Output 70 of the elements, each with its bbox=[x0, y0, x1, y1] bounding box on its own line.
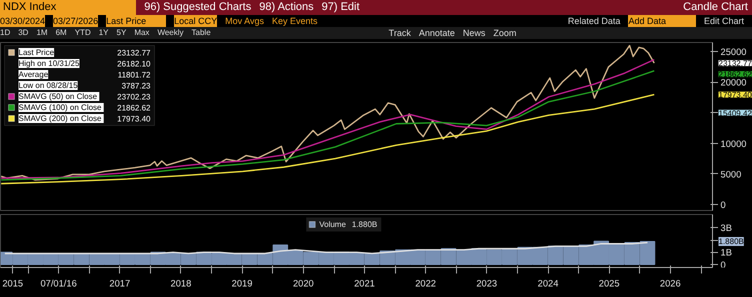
text: Edit Chart bbox=[704, 14, 744, 28]
x-tick-label: 2015 bbox=[2, 278, 24, 288]
text: 23132.77 bbox=[718, 59, 752, 68]
text: Add Data bbox=[628, 14, 696, 28]
text: 17973.40 bbox=[718, 90, 752, 100]
text: 5Y bbox=[116, 27, 126, 39]
text: Local CCY bbox=[174, 14, 218, 28]
x-tick-label: 2017 bbox=[109, 278, 130, 288]
text: 1D bbox=[0, 27, 10, 39]
text: 3D bbox=[18, 27, 28, 39]
annotation: 11801.72 bbox=[118, 70, 152, 80]
x-tick-label: 2023 bbox=[476, 278, 498, 288]
text: Zoom bbox=[493, 26, 516, 40]
legend-label: SMAVG (200) on Close bbox=[18, 114, 102, 123]
annotation: 1.880B bbox=[352, 220, 378, 229]
x-tick-label: 2018 bbox=[170, 278, 192, 288]
text: Last Price bbox=[106, 14, 166, 28]
y-tick-label: 10000 bbox=[720, 138, 746, 149]
text: 98) Actions bbox=[259, 0, 314, 15]
text: 6M bbox=[56, 27, 67, 39]
annotation: 23702.23 bbox=[117, 92, 152, 102]
text: 1M bbox=[36, 27, 48, 39]
x-tick-label: 2020 bbox=[292, 278, 314, 288]
annotation: Low on 08/28/15 bbox=[18, 81, 78, 90]
annotation: 17973.40 bbox=[117, 114, 152, 124]
text: Max bbox=[134, 27, 150, 39]
y-tick-label: 1B bbox=[720, 247, 732, 258]
x-tick-label: 2025 bbox=[598, 278, 620, 288]
text: NDX Index bbox=[0, 0, 136, 16]
text: 1.880B bbox=[718, 237, 744, 246]
y-tick-label: 0 bbox=[720, 200, 726, 210]
text: Related Data bbox=[568, 14, 620, 28]
text: Mov Avgs bbox=[225, 14, 264, 28]
line-series bbox=[0, 94, 655, 184]
x-tick-label: 2022 bbox=[415, 278, 436, 288]
annotation: Average bbox=[18, 70, 49, 79]
text: 03/27/2026 bbox=[53, 14, 98, 28]
legend-label: Last Price bbox=[18, 48, 55, 57]
y-tick-label: 5000 bbox=[720, 169, 742, 180]
text: Candle Chart bbox=[683, 0, 748, 15]
x-tick-label: 2026 bbox=[660, 278, 681, 288]
text: 15409.42 bbox=[718, 108, 752, 118]
x-tick-label: 07/01/16 bbox=[40, 278, 77, 288]
text: Key Events bbox=[272, 14, 318, 28]
text: YTD bbox=[74, 27, 91, 39]
text: 1Y bbox=[98, 27, 109, 39]
text: Annotate bbox=[418, 26, 455, 40]
text: 97) Edit bbox=[322, 0, 360, 15]
annotation: 21862.62 bbox=[117, 104, 152, 112]
x-tick-label: 2019 bbox=[232, 278, 252, 288]
annotation: 23132.77 bbox=[117, 48, 152, 58]
text: Track bbox=[388, 26, 411, 40]
y-tick-label: 3B bbox=[720, 222, 732, 233]
line-series bbox=[4, 242, 648, 254]
legend-label: SMAVG (50) on Close bbox=[18, 92, 98, 101]
legend-label: SMAVG (100) on Close bbox=[18, 103, 102, 112]
x-tick-label: 2021 bbox=[354, 278, 375, 288]
annotation: 3787.23 bbox=[122, 82, 152, 90]
text: Weekly bbox=[157, 27, 184, 39]
text: 21862.62 bbox=[718, 70, 752, 80]
x-tick-label: 2024 bbox=[538, 278, 558, 288]
legend-label: Volume bbox=[319, 220, 346, 229]
text: News bbox=[462, 26, 486, 40]
text: 03/30/2024 bbox=[0, 14, 46, 28]
y-tick-label: 25000 bbox=[720, 47, 746, 58]
text: Table bbox=[192, 27, 211, 39]
annotation: 26182.10 bbox=[117, 60, 152, 68]
text: 96) Suggested Charts bbox=[144, 0, 252, 15]
y-tick-label: 20000 bbox=[720, 78, 746, 88]
annotation: High on 10/31/25 bbox=[18, 59, 80, 68]
